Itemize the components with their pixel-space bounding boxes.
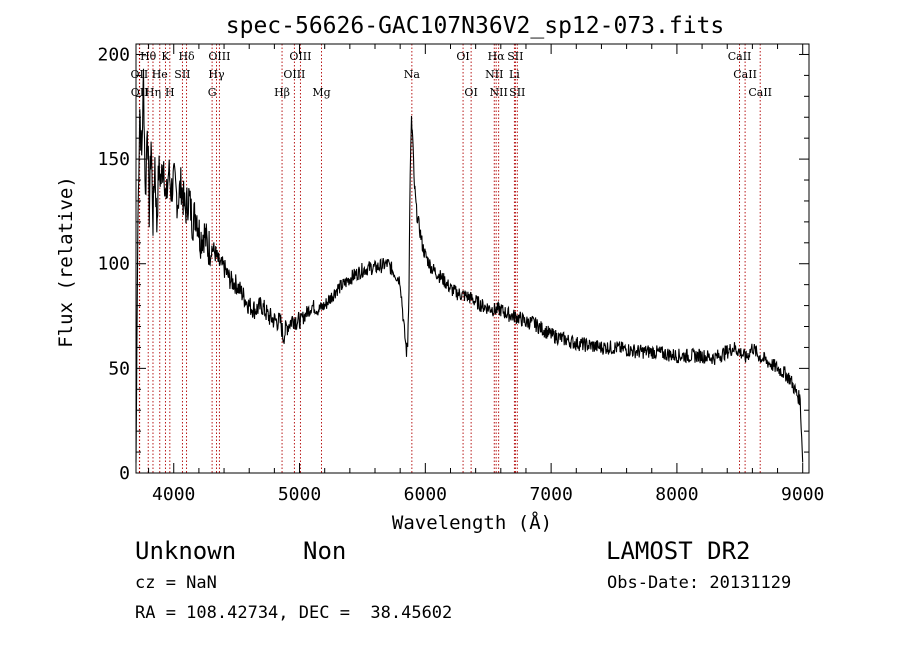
observation-date: Obs-Date: 20131129	[607, 573, 792, 593]
spectral-line-markers	[138, 44, 761, 473]
line-label: SII	[509, 86, 525, 99]
x-tick-label: 7000	[529, 484, 572, 505]
line-label: SII	[507, 50, 523, 63]
y-tick-label: 100	[97, 254, 130, 275]
line-label: Hδ	[178, 50, 195, 63]
line-label: Hα	[488, 50, 506, 63]
y-axis: 0 50 100 150 200	[97, 44, 809, 484]
y-tick-label: 150	[97, 149, 130, 170]
line-label: Mg	[312, 86, 330, 99]
line-label: Li	[509, 68, 520, 81]
redshift-value: cz = NaN	[135, 573, 217, 593]
x-axis-label: Wavelength (Å)	[392, 511, 552, 534]
x-tick-label: 5000	[278, 484, 321, 505]
plot-frame	[135, 43, 810, 474]
chart-title: spec-56626-GAC107N36V2_sp12-073.fits	[226, 13, 725, 39]
x-axis: 4000 5000 6000 7000 8000 9000	[148, 44, 824, 505]
line-label: OII	[131, 68, 149, 81]
line-label: OIII	[289, 50, 311, 63]
y-tick-label: 50	[108, 358, 130, 379]
flux-series-line	[135, 68, 804, 463]
x-tick-label: 9000	[781, 484, 824, 505]
x-tick-label: 6000	[404, 484, 447, 505]
line-label: CaII	[733, 68, 757, 81]
line-label: CaII	[748, 86, 772, 99]
coordinates: RA = 108.42734, DEC = 38.45602	[135, 603, 453, 623]
line-label: NII	[490, 86, 508, 99]
survey-name: LAMOST DR2	[606, 537, 751, 565]
y-tick-label: 0	[119, 463, 130, 484]
object-subclass: Non	[303, 537, 347, 565]
line-label: NII	[485, 68, 503, 81]
line-label: OI	[456, 50, 469, 63]
line-label: Hθ	[140, 50, 157, 63]
line-label: G	[208, 86, 217, 99]
y-axis-label: Flux (relative)	[55, 176, 77, 348]
x-tick-label: 8000	[655, 484, 698, 505]
y-tick-label: 200	[97, 44, 130, 65]
line-label: CaII	[728, 50, 752, 63]
line-label: He	[152, 68, 168, 81]
line-label: Hγ	[208, 68, 225, 81]
line-label: SII	[174, 68, 190, 81]
x-tick-label: 4000	[152, 484, 195, 505]
object-class: Unknown	[135, 537, 237, 565]
line-label: K	[161, 50, 170, 63]
line-label: Na	[404, 68, 421, 81]
line-label: Hη	[145, 86, 161, 99]
line-label: OIII	[283, 68, 305, 81]
line-label: OIII	[208, 50, 230, 63]
line-label: H	[165, 86, 175, 99]
line-label: Hβ	[274, 86, 290, 99]
line-label: OI	[464, 86, 477, 99]
